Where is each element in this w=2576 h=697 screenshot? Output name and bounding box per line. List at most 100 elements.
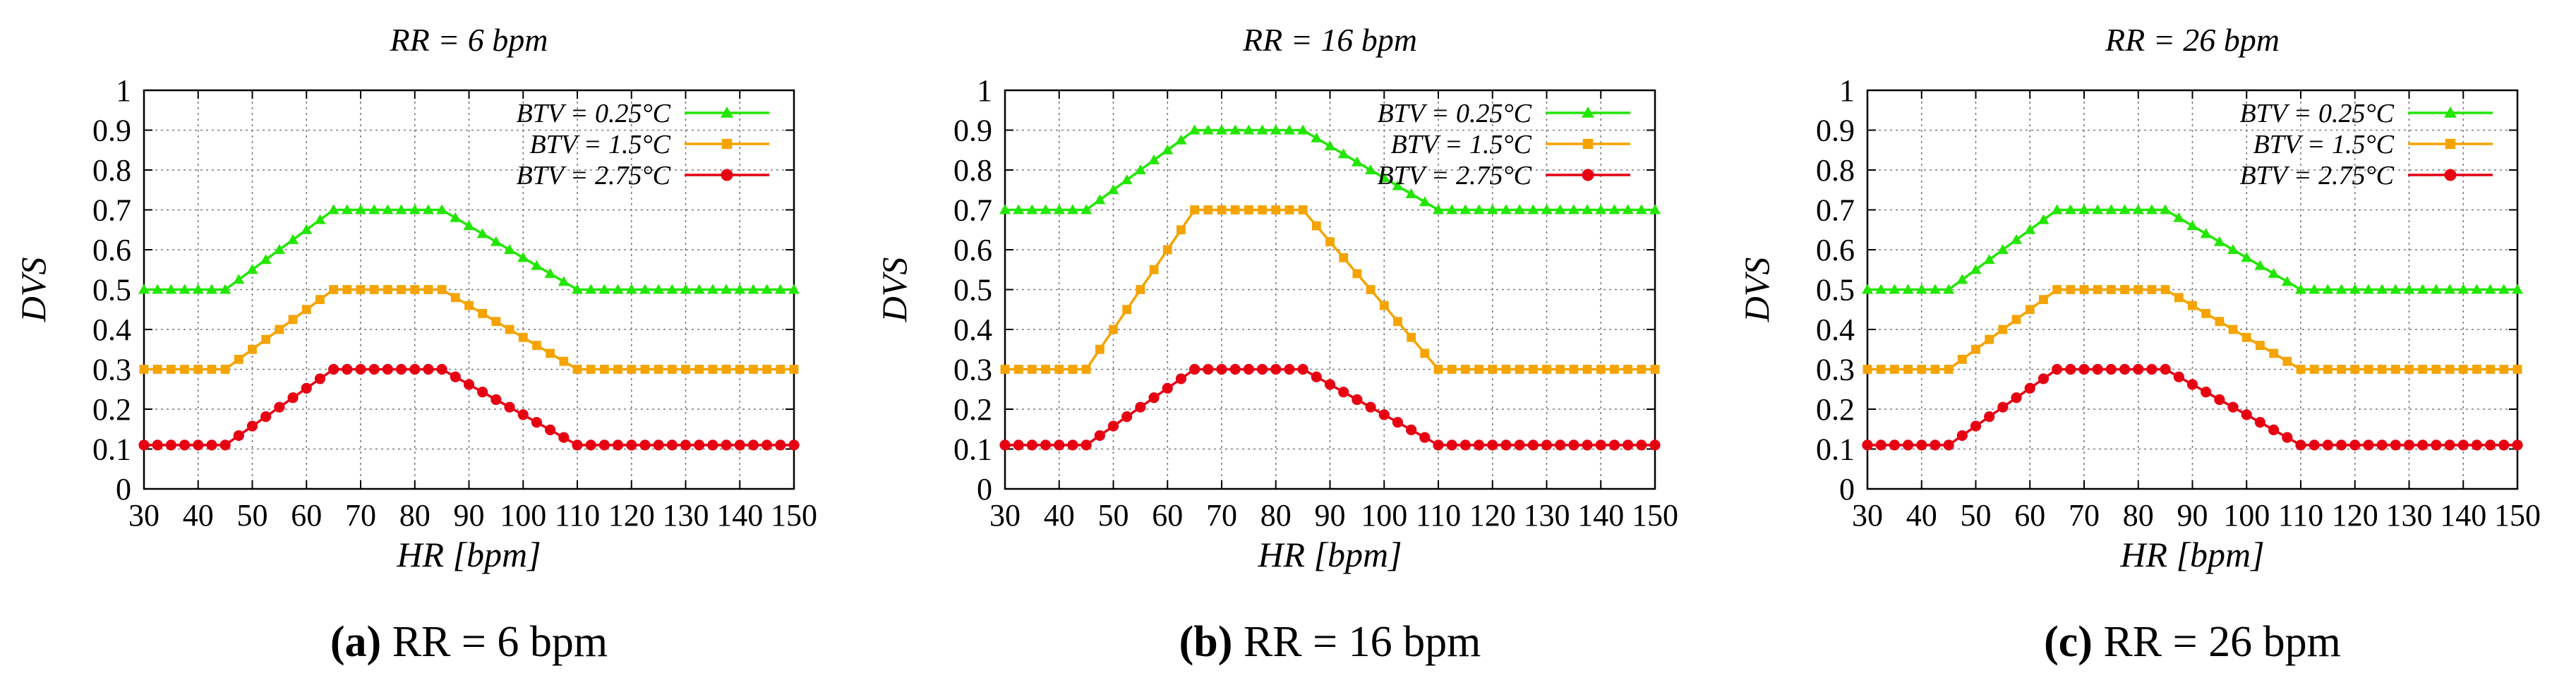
data-point [1365, 401, 1376, 413]
data-point [1622, 204, 1634, 214]
y-tick-label: 0.2 [953, 392, 992, 427]
legend-label: BTV = 2.75°C [1377, 161, 1531, 190]
data-point [138, 284, 150, 294]
legend-marker [2444, 169, 2457, 181]
data-point [2431, 365, 2441, 374]
x-tick-label: 100 [500, 498, 546, 533]
data-point [1407, 332, 1416, 342]
data-point [1068, 365, 1078, 374]
data-point [193, 365, 203, 374]
data-point [2445, 365, 2455, 374]
data-point [517, 252, 529, 262]
x-tick-label: 50 [237, 498, 268, 533]
x-tick-label: 140 [2440, 498, 2486, 533]
data-point [409, 204, 421, 214]
x-tick-label: 130 [1524, 498, 1570, 533]
data-point [1189, 363, 1200, 375]
data-point [1582, 365, 1592, 374]
data-point [2377, 365, 2387, 374]
data-point [2186, 220, 2198, 231]
y-tick-label: 0.4 [1816, 313, 1855, 347]
series-1 [138, 204, 800, 294]
data-point [274, 401, 285, 413]
data-point [1283, 124, 1295, 135]
data-point [2498, 284, 2510, 294]
data-point [1635, 204, 1647, 214]
data-point [1433, 365, 1443, 374]
legend-label: BTV = 2.75°C [516, 161, 670, 190]
data-point [774, 284, 786, 294]
data-point [1554, 204, 1566, 214]
data-point [2241, 409, 2252, 420]
y-tick-label: 0.7 [92, 193, 131, 228]
x-tick-label: 80 [1260, 498, 1292, 533]
caption-letter: (b) [1179, 618, 1233, 666]
data-point [1582, 204, 1594, 214]
data-point [1352, 394, 1363, 406]
x-tick-label: 80 [2123, 498, 2154, 533]
data-point [1984, 411, 1995, 423]
data-point [1107, 184, 1119, 195]
y-tick-label: 0.6 [953, 233, 992, 267]
data-point [545, 424, 556, 435]
data-point [2418, 365, 2428, 374]
data-point [2499, 365, 2509, 374]
data-point [1555, 440, 1566, 451]
data-point [1902, 284, 1914, 294]
data-point [1527, 440, 1539, 451]
data-point [2376, 440, 2388, 451]
data-point [1297, 363, 1308, 375]
y-tick-label: 0.4 [92, 313, 131, 347]
series-3 [999, 363, 1661, 451]
data-point [2228, 325, 2238, 334]
data-point [585, 284, 597, 294]
data-point [1997, 401, 2009, 413]
data-point [1121, 174, 1133, 185]
series-1 [1862, 204, 2523, 294]
data-point [2431, 440, 2442, 451]
data-point [1916, 440, 1927, 451]
data-point [1862, 284, 1873, 294]
data-point [369, 285, 379, 294]
x-tick-label: 60 [2014, 498, 2045, 533]
data-point [287, 234, 299, 244]
data-point [1134, 164, 1146, 174]
data-point [206, 440, 217, 451]
data-point [2254, 417, 2266, 428]
data-point [233, 274, 245, 284]
data-point [179, 284, 191, 294]
data-point [2092, 204, 2104, 214]
caption-text: RR = 16 bpm [1244, 618, 1481, 666]
data-point [762, 365, 772, 374]
chart-panel-2: RR = 16 bpm 0 0.1 0.2 0.3 0.4 0.5 0.6 0.7 0.8 0.9 1… [874, 22, 1678, 666]
data-point [1190, 205, 1200, 214]
data-point [1541, 204, 1553, 214]
y-tick-label: 0 [977, 472, 992, 507]
data-point [152, 284, 164, 294]
data-point [2092, 363, 2103, 375]
data-point [680, 440, 692, 451]
data-point [2417, 440, 2428, 451]
data-point [2066, 285, 2076, 294]
data-point [1013, 204, 1025, 214]
data-point [585, 440, 596, 451]
y-tick-label: 0.6 [1816, 233, 1855, 267]
data-point [1324, 379, 1336, 390]
y-tick-label: 0.2 [92, 392, 131, 427]
chart-title: RR = 26 bpm [2105, 22, 2280, 58]
data-point [1595, 440, 1606, 451]
data-point [517, 409, 529, 420]
data-point [598, 284, 610, 294]
data-point [1943, 440, 1954, 451]
y-tick-label: 0.8 [953, 153, 992, 188]
data-point [329, 285, 339, 294]
data-point [2416, 284, 2428, 294]
data-point [138, 440, 150, 451]
data-point [1902, 440, 1914, 451]
data-point [1162, 144, 1174, 154]
data-point [1081, 204, 1093, 214]
data-point [368, 204, 380, 214]
data-point [2145, 204, 2157, 214]
data-point [1420, 348, 1430, 358]
